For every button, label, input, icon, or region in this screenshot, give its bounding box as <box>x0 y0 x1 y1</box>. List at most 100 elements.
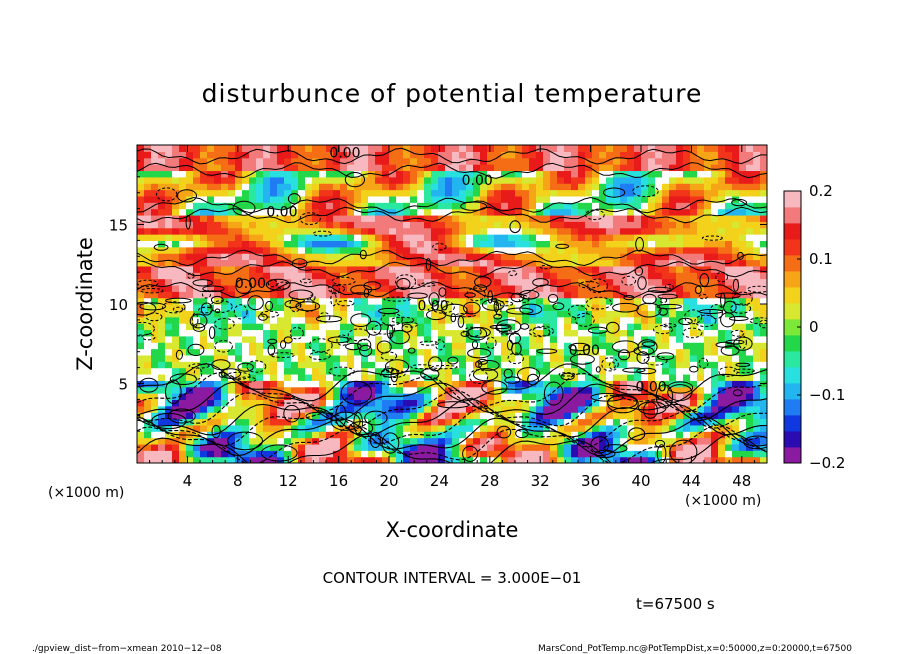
field-cell <box>417 272 425 280</box>
field-cell <box>137 443 145 451</box>
contour-line <box>381 432 400 454</box>
field-cell <box>501 189 509 197</box>
contour-line <box>623 295 635 301</box>
contour-line <box>401 321 418 328</box>
field-cell <box>151 361 159 369</box>
field-cell <box>452 361 460 369</box>
field-cell <box>711 335 719 343</box>
field-cell <box>536 393 544 400</box>
field-cell <box>228 227 236 235</box>
field-cell <box>249 431 257 439</box>
field-cell <box>410 195 418 203</box>
field-cell <box>578 234 586 241</box>
field-cell <box>536 202 544 210</box>
field-cell <box>522 431 530 439</box>
contour-line <box>478 360 500 371</box>
field-cell <box>235 348 243 356</box>
field-cell <box>193 304 201 311</box>
field-cell <box>298 316 306 324</box>
field-cell <box>669 323 677 331</box>
field-cell <box>235 399 243 407</box>
field-cell <box>165 310 173 318</box>
field-cell <box>445 373 453 381</box>
contour-line <box>283 404 301 423</box>
field-cell <box>487 310 495 318</box>
field-cell <box>333 272 341 280</box>
field-cell <box>564 354 572 362</box>
field-cell <box>256 335 264 343</box>
field-cell <box>235 221 243 229</box>
field-cell <box>179 151 187 159</box>
field-cell <box>200 342 208 350</box>
field-cell <box>214 361 222 369</box>
field-cell <box>578 265 586 273</box>
field-cell <box>221 386 229 394</box>
field-cell <box>389 253 397 261</box>
field-cell <box>263 151 271 159</box>
field-cell <box>732 246 740 254</box>
field-cell <box>620 323 628 331</box>
field-cell <box>571 431 579 439</box>
field-cell <box>529 380 537 388</box>
field-cell <box>158 323 166 331</box>
field-cell <box>431 145 439 152</box>
field-cell <box>732 284 740 292</box>
field-cell <box>739 240 747 248</box>
field-cell <box>634 240 642 248</box>
field-cell <box>753 367 761 375</box>
field-cell <box>277 386 285 394</box>
field-cell <box>606 234 614 241</box>
field-cell <box>571 234 579 241</box>
field-cell <box>270 145 278 152</box>
field-cell <box>326 310 334 318</box>
contour-line <box>477 358 488 365</box>
field-cell <box>298 418 306 426</box>
field-cell <box>417 240 425 248</box>
field-cell <box>165 450 173 458</box>
field-cell <box>746 412 754 420</box>
field-cell <box>683 234 691 241</box>
field-cell <box>151 450 159 458</box>
field-cell <box>424 214 432 222</box>
field-cell <box>347 272 355 280</box>
contour-line <box>558 372 576 377</box>
field-cell <box>424 284 432 292</box>
field-cell <box>550 361 558 369</box>
field-cell <box>508 214 516 222</box>
field-cell <box>242 227 250 235</box>
field-cell <box>536 291 544 299</box>
field-cell <box>417 316 425 324</box>
field-cell <box>410 183 418 191</box>
field-cell <box>424 195 432 203</box>
field-cell <box>403 304 411 311</box>
field-cell <box>501 151 509 159</box>
field-cell <box>480 443 488 451</box>
colorbar-swatch <box>784 415 801 432</box>
field-cell <box>375 183 383 191</box>
field-cell <box>557 221 565 229</box>
field-cell <box>606 323 614 331</box>
field-cell <box>739 157 747 165</box>
field-cell <box>144 214 152 222</box>
field-cell <box>599 348 607 356</box>
field-cell <box>522 354 530 362</box>
field-cell <box>697 393 705 400</box>
field-cell <box>333 253 341 261</box>
contour-line <box>337 300 355 307</box>
field-cell <box>753 170 761 178</box>
field-cell <box>221 291 229 299</box>
field-cell <box>165 272 173 280</box>
field-cell <box>459 316 467 324</box>
field-cell <box>571 342 579 350</box>
field-cell <box>557 176 565 184</box>
field-cell <box>480 183 488 191</box>
field-cell <box>508 164 516 172</box>
field-cell <box>669 316 677 324</box>
field-cell <box>347 380 355 388</box>
field-cell <box>305 380 313 388</box>
field-cell <box>284 151 292 159</box>
field-cell <box>480 246 488 254</box>
field-cell <box>725 164 733 172</box>
field-cell <box>501 278 509 286</box>
field-cell <box>396 431 404 439</box>
